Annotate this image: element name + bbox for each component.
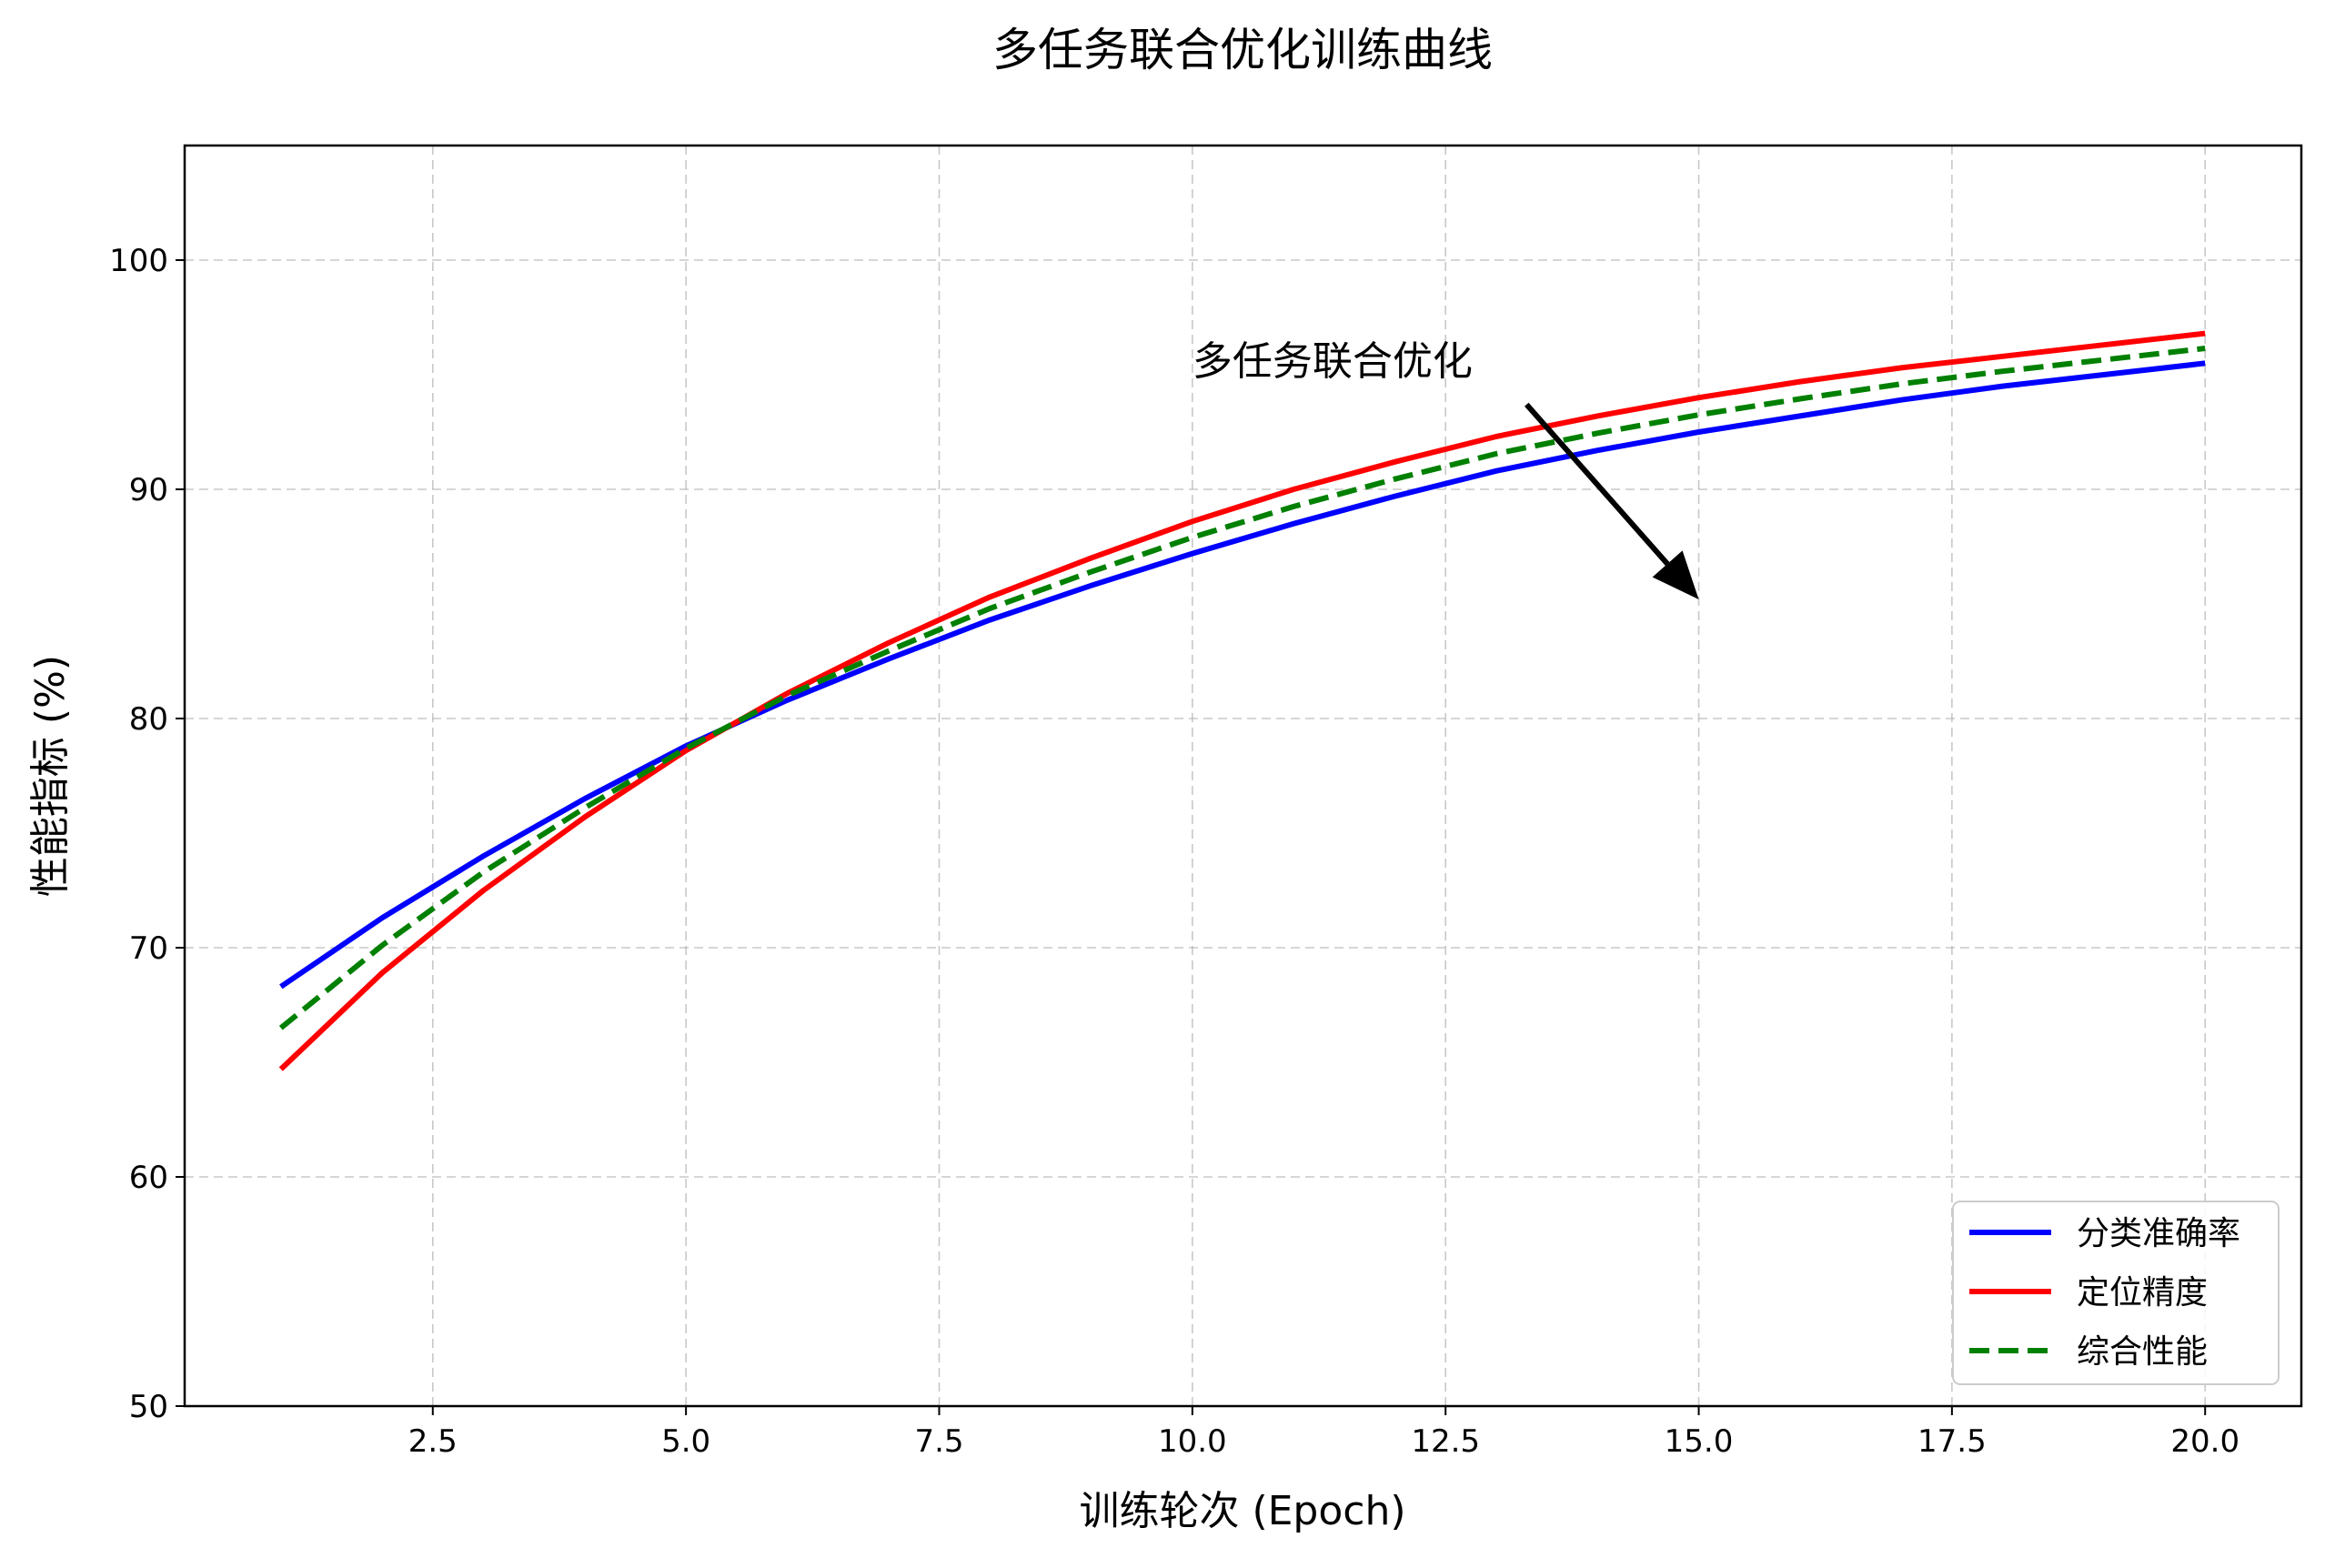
y-axis: 50 60 70 80 90 100	[109, 243, 185, 1425]
y-tick-label: 50	[129, 1389, 168, 1425]
annotation-arrow-head	[1652, 550, 1699, 599]
x-tick-label: 5.0	[661, 1423, 710, 1460]
y-tick-label: 80	[129, 701, 168, 738]
x-tick-label: 12.5	[1411, 1423, 1480, 1460]
series-lines	[278, 330, 2206, 1071]
x-tick-label: 2.5	[408, 1423, 458, 1460]
annotation: 多任务联合优化	[1193, 338, 1699, 599]
x-axis: 2.5 5.0 7.5 10.0 12.5 15.0 17.5 20.0	[408, 1406, 2239, 1460]
x-tick-label: 15.0	[1665, 1423, 1734, 1460]
x-tick-label: 7.5	[914, 1423, 963, 1460]
plot-frame	[183, 144, 2303, 1408]
series-line-3	[278, 346, 2206, 1030]
x-tick-label: 20.0	[2170, 1423, 2239, 1460]
chart-title: 多任务联合优化训练曲线	[992, 24, 1493, 76]
annotation-arrow-line	[1525, 402, 1670, 566]
y-tick-label: 90	[129, 472, 168, 508]
y-axis-label: 性能指标 (%)	[27, 655, 74, 897]
y-tick-label: 70	[129, 930, 168, 967]
series-line-2	[278, 330, 2206, 1071]
legend-label: 定位精度	[2077, 1274, 2208, 1312]
annotation-text: 多任务联合优化	[1193, 338, 1473, 385]
x-tick-label: 17.5	[1917, 1423, 1987, 1460]
legend-label: 综合性能	[2077, 1333, 2208, 1371]
x-tick-label: 10.0	[1158, 1423, 1227, 1460]
legend-box	[1952, 1201, 2280, 1385]
x-axis-label: 训练轮次 (Epoch)	[1079, 1488, 1405, 1534]
series-line-1	[279, 360, 2206, 990]
y-tick-label: 60	[129, 1160, 168, 1196]
legend-label: 分类准确率	[2077, 1215, 2240, 1252]
y-tick-label: 100	[109, 243, 168, 279]
